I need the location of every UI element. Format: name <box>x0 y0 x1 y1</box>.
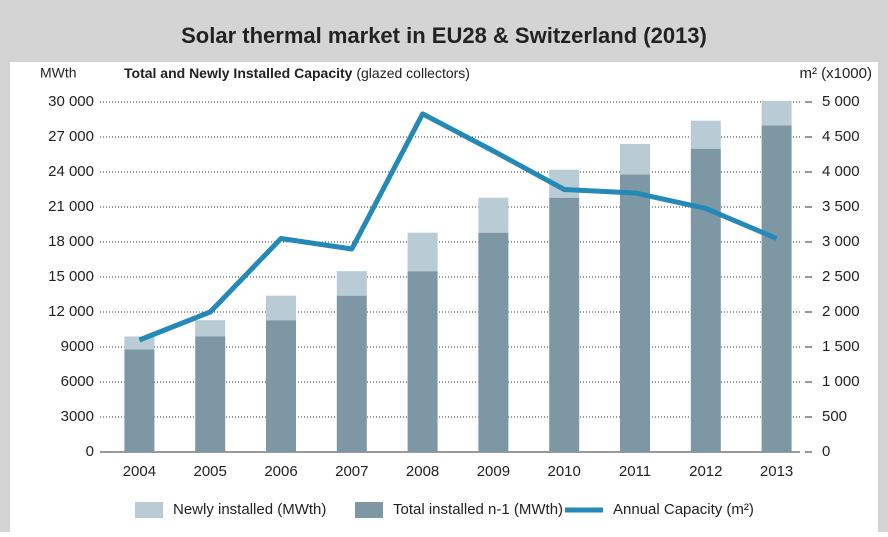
subtitle: Total and Newly Installed Capacity (glaz… <box>124 65 470 81</box>
legend-label: Annual Capacity (m²) <box>613 501 754 518</box>
y2-tick-label: 0 <box>822 443 830 460</box>
subtitle-note: (glazed collectors) <box>356 65 470 81</box>
y-tick-label: 9000 <box>61 338 94 355</box>
y-axis-label: MWth <box>40 65 77 81</box>
y2-tick-label: 2 500 <box>822 268 860 285</box>
subtitle-main: Total and Newly Installed Capacity <box>124 65 353 81</box>
y-tick-label: 12 000 <box>48 303 94 320</box>
y-tick-label: 15 000 <box>48 268 94 285</box>
chart-title: Solar thermal market in EU28 & Switzerla… <box>181 23 707 48</box>
bar <box>336 295 367 452</box>
y2-tick-label: 1 000 <box>822 373 860 390</box>
y2-tick-label: 4 500 <box>822 128 860 145</box>
y2-tick-label: 500 <box>822 408 847 425</box>
bar <box>620 174 650 453</box>
y-tick-label: 3000 <box>61 408 94 425</box>
x-tick-label: 2009 <box>477 463 510 480</box>
x-tick-label: 2010 <box>548 463 581 480</box>
x-tick-label: 2006 <box>264 463 297 480</box>
bar <box>407 232 438 272</box>
legend-swatch <box>135 502 163 518</box>
y-tick-label: 21 000 <box>48 198 94 215</box>
y2-axis-label: m² (x1000) <box>799 65 872 82</box>
bar <box>124 349 155 452</box>
bar <box>336 271 367 296</box>
panel <box>10 62 878 532</box>
x-tick-label: 2004 <box>123 463 156 480</box>
bar <box>266 320 296 452</box>
y2-tick-label: 5 000 <box>822 93 860 110</box>
x-tick-label: 2013 <box>760 463 793 480</box>
y-tick-label: 18 000 <box>48 233 94 250</box>
x-tick-label: 2011 <box>619 463 651 480</box>
y-tick-label: 30 000 <box>48 93 94 110</box>
y2-tick-label: 4 000 <box>822 163 860 180</box>
bar <box>761 125 792 452</box>
bar <box>690 148 721 452</box>
line <box>138 111 778 343</box>
y2-tick-label: 3 500 <box>822 198 860 215</box>
x-tick-label: 2007 <box>335 463 368 480</box>
bar <box>761 100 792 126</box>
y-tick-label: 6000 <box>61 373 94 390</box>
bar <box>549 197 580 452</box>
bar <box>690 120 721 149</box>
bar <box>195 336 226 452</box>
y-tick-label: 27 000 <box>48 128 94 145</box>
bar <box>478 232 509 452</box>
bar <box>478 197 509 233</box>
x-tick-label: 2008 <box>406 463 439 480</box>
legend-label: Newly installed (MWth) <box>173 501 326 518</box>
y2-tick-label: 1 500 <box>822 338 860 355</box>
bar <box>195 320 226 337</box>
legend-label: Total installed n-1 (MWth) <box>393 501 563 518</box>
y2-tick-label: 3 000 <box>822 233 860 250</box>
y2-tick-label: 2 000 <box>822 303 860 320</box>
x-tick-label: 2012 <box>689 463 722 480</box>
y-tick-label: 0 <box>86 443 94 460</box>
legend-swatch <box>355 502 383 518</box>
bar <box>620 144 650 175</box>
bar <box>266 295 296 321</box>
x-tick-label: 2005 <box>194 463 227 480</box>
bar <box>407 271 438 452</box>
y-tick-label: 24 000 <box>48 163 94 180</box>
